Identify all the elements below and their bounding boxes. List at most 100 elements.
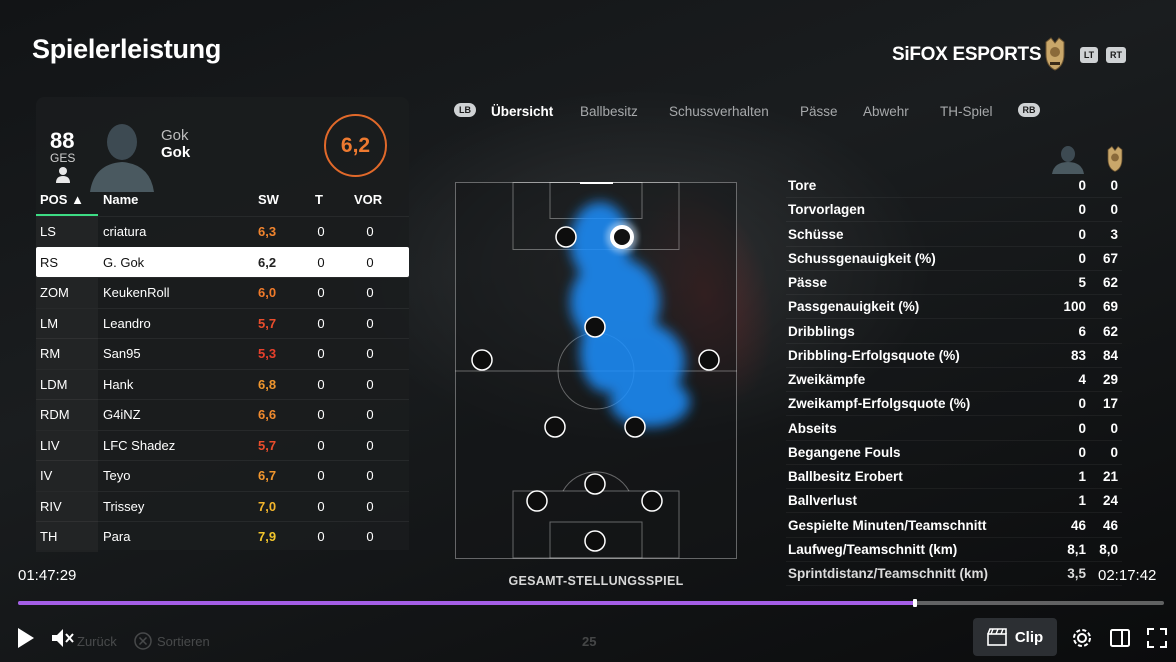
table-row[interactable]: RS G. Gok 6,2 0 0 xyxy=(36,246,409,277)
pos-cell-bg xyxy=(36,400,98,430)
table-row[interactable]: RIV Trissey 7,0 0 0 xyxy=(36,490,409,522)
player-dot xyxy=(555,226,577,248)
gear-icon[interactable] xyxy=(1071,627,1093,649)
stat-player-value: 0 xyxy=(1078,226,1086,242)
match-rating: 6,2 xyxy=(324,114,387,177)
table-row[interactable]: IV Teyo 6,7 0 0 xyxy=(36,460,409,491)
stat-row: Schüsse 0 3 xyxy=(786,223,1122,247)
row-assists: 0 xyxy=(366,254,374,270)
stat-team-value: 69 xyxy=(1102,299,1118,315)
row-rating: 5,3 xyxy=(258,346,277,361)
row-assists: 0 xyxy=(366,529,374,544)
pos-cell-bg xyxy=(36,522,98,552)
row-assists: 0 xyxy=(366,498,374,514)
tab-abwehr[interactable]: Abwehr xyxy=(863,104,909,119)
column-pos[interactable]: POS ▲ xyxy=(40,192,84,207)
table-row[interactable]: RDM G4iNZ 6,6 0 0 xyxy=(36,399,409,430)
page-number: 25 xyxy=(582,634,597,649)
tab-ballbesitz[interactable]: Ballbesitz xyxy=(580,104,638,119)
progress-knob[interactable] xyxy=(913,599,918,607)
lb-button-chip[interactable]: LB xyxy=(454,103,476,117)
column-sw[interactable]: SW xyxy=(258,192,279,207)
column-name[interactable]: Name xyxy=(103,192,139,207)
clip-button[interactable]: Clip xyxy=(973,618,1057,656)
stat-label: Dribbling-Erfolgsquote (%) xyxy=(788,347,960,363)
fullscreen-icon[interactable] xyxy=(1146,627,1168,649)
table-row[interactable]: LM Leandro 5,7 0 0 xyxy=(36,307,409,339)
table-row[interactable]: TH Para 7,9 0 0 xyxy=(36,521,409,552)
stat-row: Torvorlagen 0 0 xyxy=(786,198,1122,223)
stat-team-value: 62 xyxy=(1102,275,1118,290)
row-name: Para xyxy=(103,529,131,544)
row-goals: 0 xyxy=(317,437,325,453)
table-row[interactable]: LS criatura 6,3 0 0 xyxy=(36,216,409,247)
play-icon[interactable] xyxy=(16,627,36,649)
stat-label: Passgenauigkeit (%) xyxy=(788,299,920,315)
stat-row: Dribbling-Erfolgsquote (%) 83 84 xyxy=(786,344,1122,368)
rb-button-chip[interactable]: RB xyxy=(1018,103,1040,117)
club-logo-icon xyxy=(1045,37,1065,71)
pos-cell-bg xyxy=(36,278,98,308)
table-row[interactable]: RM San95 5,3 0 0 xyxy=(36,338,409,369)
stat-team-value: 84 xyxy=(1102,347,1118,363)
pitch-caption: GESAMT-STELLUNGSSPIEL xyxy=(508,574,684,588)
stat-player-value: 83 xyxy=(1070,347,1086,363)
row-assists: 0 xyxy=(366,437,374,453)
tab-th-spiel[interactable]: TH-Spiel xyxy=(940,104,993,119)
player-dots xyxy=(471,221,720,552)
lt-button-chip[interactable]: LT xyxy=(1080,47,1098,63)
pitch-heatmap xyxy=(455,182,737,559)
column-vor[interactable]: VOR xyxy=(354,192,383,207)
stats-column-icons xyxy=(1046,144,1123,179)
back-hint: Zurück xyxy=(77,634,117,649)
stat-label: Gespielte Minuten/Teamschnitt xyxy=(788,517,987,533)
row-goals: 0 xyxy=(317,315,325,331)
row-rating: 6,0 xyxy=(258,285,277,300)
pos-cell-bg xyxy=(36,369,98,400)
stat-team-value: 0 xyxy=(1110,178,1118,193)
row-pos: LIV xyxy=(40,437,60,453)
clip-label: Clip xyxy=(1014,628,1044,646)
table-row[interactable]: LDM Hank 6,8 0 0 xyxy=(36,368,409,400)
selected-player-core xyxy=(614,229,630,245)
player-dot xyxy=(641,490,663,512)
progress-fill xyxy=(18,601,916,605)
pos-cell-bg xyxy=(36,339,98,369)
player-avatar-small-icon xyxy=(1052,146,1084,174)
row-rating: 6,7 xyxy=(258,468,277,483)
row-assists: 0 xyxy=(366,376,374,392)
rt-button-chip[interactable]: RT xyxy=(1106,47,1126,63)
mute-icon[interactable] xyxy=(51,627,75,649)
progress-bar[interactable] xyxy=(18,599,1164,607)
stat-row: Ballbesitz Erobert 1 21 xyxy=(786,465,1122,489)
page-title: Spielerleistung xyxy=(32,34,222,64)
table-header: POS ▲ Name SW T VOR xyxy=(36,192,409,216)
row-name: Hank xyxy=(103,376,134,392)
person-icon xyxy=(56,167,70,183)
pos-cell-bg xyxy=(36,308,98,339)
tab-paesse[interactable]: Pässe xyxy=(800,104,838,119)
tab-uebersicht[interactable]: Übersicht xyxy=(491,104,554,119)
player-dot xyxy=(526,490,548,512)
time-elapsed: 01:47:29 xyxy=(18,567,77,584)
time-total: 02:17:42 xyxy=(1098,567,1157,584)
table-row[interactable]: ZOM KeukenRoll 6,0 0 0 xyxy=(36,277,409,308)
stat-team-value: 62 xyxy=(1102,323,1118,339)
row-rating: 6,2 xyxy=(258,254,277,270)
stat-player-value: 46 xyxy=(1070,517,1086,533)
stat-label: Pässe xyxy=(788,275,828,290)
sort-hint: Sortieren xyxy=(157,634,210,649)
row-goals: 0 xyxy=(317,285,325,300)
tab-schussverhalten[interactable]: Schussverhalten xyxy=(669,104,769,119)
stat-row: Begangene Fouls 0 0 xyxy=(786,441,1122,465)
column-t[interactable]: T xyxy=(315,192,323,207)
row-name: Teyo xyxy=(103,468,131,483)
club-logo-small-icon xyxy=(1107,146,1123,172)
table-row[interactable]: LIV LFC Shadez 5,7 0 0 xyxy=(36,429,409,461)
row-goals: 0 xyxy=(317,376,325,392)
stat-label: Begangene Fouls xyxy=(788,444,901,460)
stat-row: Passgenauigkeit (%) 100 69 xyxy=(786,295,1122,320)
sidebar-toggle-icon[interactable] xyxy=(1109,627,1131,649)
stat-label: Sprintdistanz/Teamschnitt (km) xyxy=(788,566,989,581)
row-goals: 0 xyxy=(317,346,325,361)
